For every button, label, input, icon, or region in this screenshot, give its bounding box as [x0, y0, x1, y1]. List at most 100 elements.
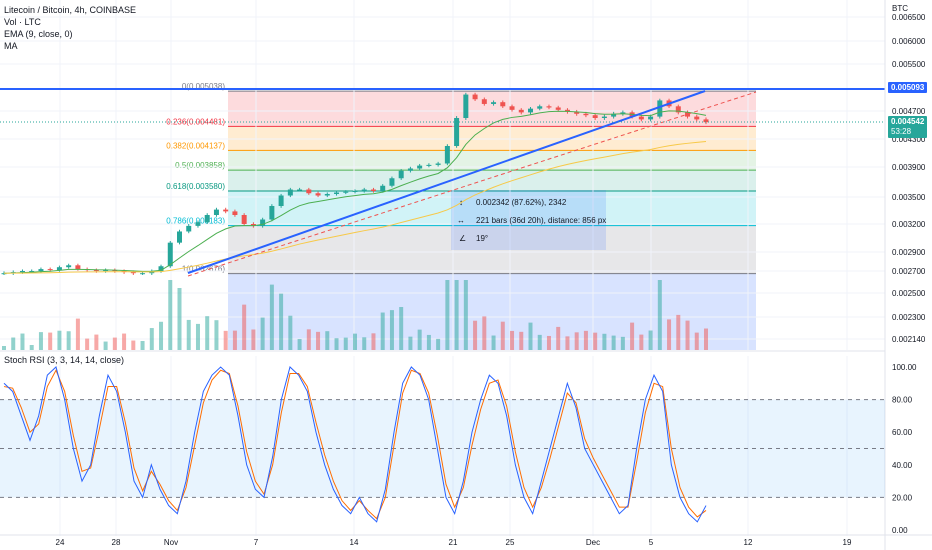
ma-label[interactable]: MA [4, 41, 18, 51]
candle-body [177, 231, 182, 243]
candle-body [380, 185, 386, 191]
volume-bar [519, 331, 524, 350]
volume-bar [648, 330, 653, 350]
candle-body [195, 222, 201, 226]
ema-label[interactable]: EMA (9, close, 0) [4, 29, 73, 39]
volume-bar [94, 334, 99, 350]
volume-bar [620, 336, 625, 350]
fib-level-label: 0.382(0.004137) [166, 141, 225, 150]
stoch-rsi-label[interactable]: Stoch RSI (3, 3, 14, 14, close) [4, 355, 125, 365]
candle-body [334, 192, 340, 194]
candle-body [555, 107, 561, 110]
measure-box [451, 190, 606, 250]
volume-bar [242, 304, 247, 350]
volume-bar [269, 284, 274, 350]
time-tick-label: 28 [112, 538, 121, 547]
candle-body [546, 106, 552, 108]
candle-body [491, 102, 497, 104]
candle-body [675, 106, 681, 113]
volume-label[interactable]: Vol · LTC [4, 17, 41, 27]
time-tick-label: 19 [843, 538, 852, 547]
chart-legend: Litecoin / Bitcoin, 4h, COINBASE Vol · L… [4, 4, 136, 52]
volume-bar [288, 315, 293, 350]
symbol-title[interactable]: Litecoin / Bitcoin, 4h, COINBASE [4, 5, 137, 15]
volume-bar [20, 333, 25, 350]
volume-bar [583, 330, 588, 350]
price-tick-label: 0.003500 [892, 193, 926, 202]
volume-bar [380, 312, 385, 350]
price-tick-label: 0.006000 [892, 37, 926, 46]
price-tick-label: 0.003900 [892, 163, 926, 172]
candle-body [297, 189, 303, 191]
candle-body [103, 270, 109, 272]
volume-bar [657, 280, 662, 350]
volume-bar [334, 338, 339, 350]
price-tick-label: 0.004700 [892, 107, 926, 116]
candle-body [694, 116, 700, 120]
volume-bar [260, 317, 265, 350]
candle-body [648, 116, 654, 120]
candle-body [398, 170, 404, 179]
candle-body [287, 189, 293, 196]
current-price-tag: 0.004542 53:28 [888, 116, 928, 138]
volume-bar [436, 338, 441, 350]
volume-bar [630, 322, 635, 350]
volume-bar [11, 337, 16, 350]
candle-body [352, 191, 358, 192]
volume-bar [611, 335, 616, 350]
candle-body [444, 146, 450, 164]
rsi-tick-label: 0.00 [892, 526, 908, 535]
candle-body [66, 265, 72, 268]
volume-bar [389, 310, 394, 350]
rsi-tick-label: 60.00 [892, 428, 913, 437]
support-trendline [187, 90, 706, 274]
volume-bar [251, 329, 256, 350]
candle-body [500, 102, 506, 107]
candle-body [315, 193, 321, 196]
time-tick-label: 21 [449, 538, 458, 547]
candle-body [426, 164, 432, 166]
rsi-tick-label: 100.00 [892, 363, 917, 372]
candle-body [537, 106, 543, 109]
volume-bar [537, 334, 542, 350]
measure-angle: 19° [476, 234, 488, 243]
volume-bar [510, 330, 515, 350]
candle-body [38, 269, 44, 271]
volume-bar [195, 323, 200, 350]
time-tick-label: 24 [56, 538, 65, 547]
candle-body [241, 215, 247, 224]
volume-bar [57, 330, 62, 350]
volume-bar [343, 337, 348, 350]
candle-body [463, 94, 469, 118]
volume-bar [353, 333, 357, 350]
fib-level-label: 0.5(0.003858) [175, 161, 225, 170]
time-tick-label: 25 [506, 538, 515, 547]
current-price: 0.004542 [891, 117, 925, 126]
time-tick-label: 7 [254, 538, 259, 547]
volume-bar [186, 319, 191, 350]
candle-body [528, 108, 533, 113]
candle-body [1, 273, 7, 275]
candle-body [583, 113, 589, 116]
candle-body [343, 191, 349, 193]
candle-body [574, 111, 580, 114]
volume-bar [463, 280, 468, 350]
measure-change: 0.002342 (87.62%), 2342 [476, 198, 567, 207]
measure-bars-icon: ↔ [457, 216, 465, 225]
volume-bar [325, 331, 330, 350]
fib-level-label: 1(0.002676) [182, 265, 225, 274]
volume-bar [694, 332, 699, 350]
fib-level-label: 0.618(0.003580) [166, 182, 225, 191]
volume-bar [112, 337, 117, 350]
volume-bar [491, 335, 496, 350]
price-tick-label: 0.005500 [892, 60, 926, 69]
candle-body [93, 270, 99, 272]
candle-body [19, 271, 25, 273]
candle-body [56, 267, 62, 271]
candle-body [435, 163, 441, 165]
time-tick-label: 14 [350, 538, 359, 547]
volume-bar [316, 331, 321, 350]
volume-bar [602, 333, 607, 350]
